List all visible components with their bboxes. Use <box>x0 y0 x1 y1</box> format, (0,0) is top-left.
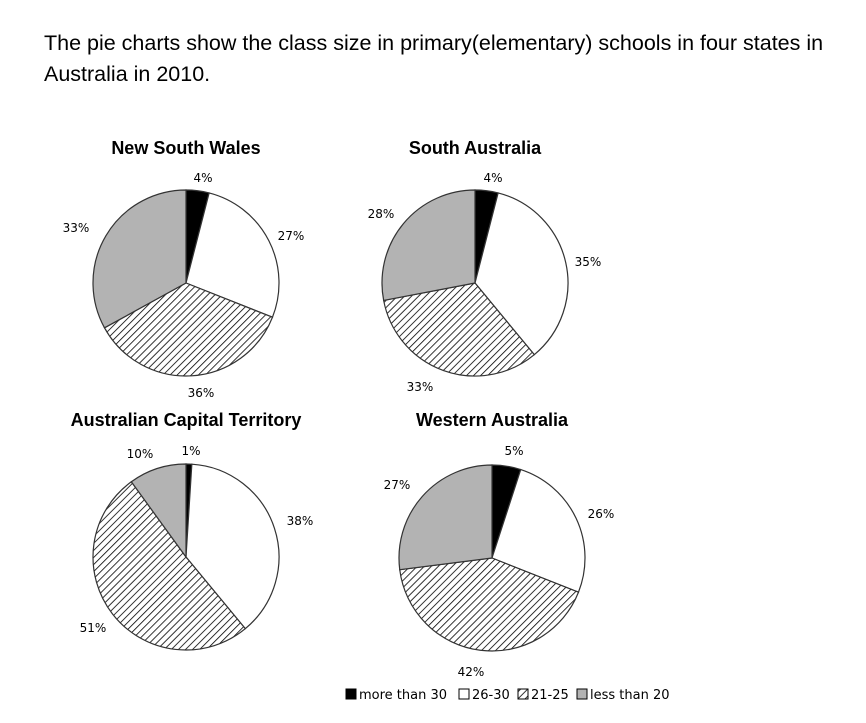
legend: more than 30 26-30 21-25 less than 20 <box>345 688 670 703</box>
pie-slice-21-25 <box>399 557 580 652</box>
pie-slice-less-than-20 <box>92 189 187 329</box>
pie-slice-26-30 <box>491 468 586 594</box>
slice-label-more-than-30: 5% <box>504 444 523 458</box>
pie-chart-australian-capital-territory: Australian Capital Territory 1% 38% 51% 10% <box>71 410 314 651</box>
pie-slice-less-than-20 <box>130 463 187 559</box>
slice-label-less-than-20: 27% <box>384 478 411 492</box>
slice-label-less-than-20: 28% <box>368 207 395 221</box>
slice-label-21-25: 51% <box>80 621 107 635</box>
legend-item-less-than-20: less than 20 <box>576 688 670 703</box>
legend-swatch <box>576 688 588 700</box>
pie-chart-south-australia: South Australia 4% 35% 33% 28% <box>368 138 602 394</box>
slice-label-more-than-30: 4% <box>193 171 212 185</box>
slice-label-21-25: 42% <box>458 665 485 679</box>
legend-item-21-25: 21-25 <box>517 688 569 703</box>
legend-item-26-30: 26-30 <box>458 688 510 703</box>
slice-label-26-30: 38% <box>287 514 314 528</box>
legend-item-more-than-30: more than 30 <box>345 688 447 703</box>
slice-label-less-than-20: 10% <box>127 447 154 461</box>
legend-label: 21-25 <box>531 688 569 703</box>
slice-label-26-30: 26% <box>588 507 615 521</box>
pie-slice-26-30 <box>185 192 280 319</box>
chart-title: Western Australia <box>416 410 569 430</box>
pie-slice-less-than-20 <box>381 189 476 302</box>
pie-slice-21-25 <box>92 480 247 651</box>
legend-label: 26-30 <box>472 688 510 703</box>
legend-swatch <box>345 688 357 700</box>
slice-label-less-than-20: 33% <box>63 221 90 235</box>
slice-label-more-than-30: 1% <box>181 444 200 458</box>
slice-label-26-30: 27% <box>278 229 305 243</box>
chart-title: Australian Capital Territory <box>71 410 302 430</box>
pie-slice-26-30 <box>474 192 569 356</box>
pie-slice-26-30 <box>185 463 280 630</box>
chart-title: New South Wales <box>111 138 260 158</box>
chart-title: South Australia <box>409 138 542 158</box>
slice-label-21-25: 36% <box>188 386 215 400</box>
pie-chart-western-australia: Western Australia 5% 26% 42% 27% <box>384 410 615 679</box>
legend-label: more than 30 <box>359 688 447 703</box>
legend-label: less than 20 <box>590 688 670 703</box>
pie-slice-less-than-20 <box>398 464 493 571</box>
legend-swatch <box>458 688 470 700</box>
pie-slice-21-25 <box>382 282 536 377</box>
task-prompt: The pie charts show the class size in pr… <box>44 31 824 86</box>
slice-label-21-25: 33% <box>407 380 434 394</box>
pie-slice-21-25 <box>103 282 274 377</box>
slice-label-more-than-30: 4% <box>483 171 502 185</box>
legend-swatch <box>517 688 529 700</box>
slice-label-26-30: 35% <box>575 255 602 269</box>
pie-chart-new-south-wales: New South Wales 4% 27% 36% 33% <box>63 138 305 400</box>
